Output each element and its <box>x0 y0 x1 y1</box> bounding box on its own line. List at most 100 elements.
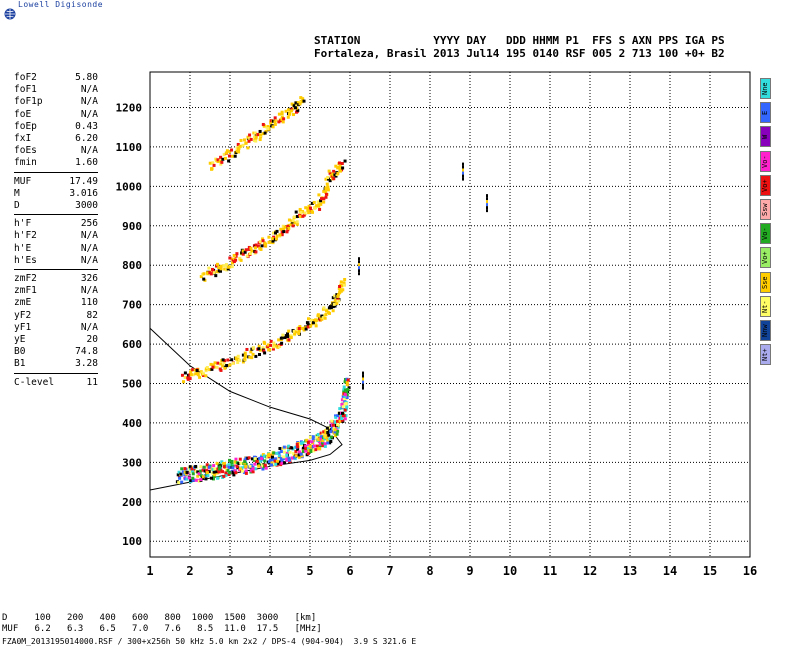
trace-point <box>241 360 245 364</box>
trace-point <box>216 476 220 480</box>
trace-point <box>292 329 296 333</box>
footer-distance-row: D 100 200 400 600 800 1000 1500 3000 [km… <box>2 613 317 623</box>
trace-point <box>205 463 209 467</box>
param-label: foF1 <box>14 84 37 96</box>
trace-point <box>273 120 277 124</box>
trace-point <box>358 263 360 267</box>
trace-point <box>325 435 329 439</box>
trace-point <box>188 465 192 469</box>
trace-point <box>322 314 326 318</box>
trace-point <box>333 420 337 424</box>
trace-point <box>342 397 346 401</box>
trace-point <box>312 438 316 442</box>
trace-point <box>192 467 196 471</box>
trace-point <box>226 468 230 472</box>
trace-point <box>236 142 240 146</box>
trace-point <box>321 444 325 448</box>
trace-point <box>337 411 341 415</box>
trace-point <box>254 135 258 139</box>
trace-point <box>336 419 340 423</box>
trace-point <box>462 165 464 169</box>
trace-point <box>180 467 184 471</box>
param-separator <box>14 269 98 270</box>
trace-point <box>342 414 346 418</box>
trace-point <box>326 185 330 189</box>
trace-point <box>285 457 289 461</box>
trace-point <box>320 435 324 439</box>
trace-point <box>340 161 344 165</box>
trace-point <box>336 294 340 298</box>
trace-point <box>266 453 270 457</box>
param-label: zmF1 <box>14 285 37 297</box>
trace-point <box>219 362 223 366</box>
trace-point <box>201 372 205 376</box>
trace-point <box>462 171 464 175</box>
trace-point <box>223 462 227 466</box>
param-value: 20 <box>86 334 98 345</box>
param-row: foE N/A <box>14 109 98 121</box>
trace-point <box>282 445 286 449</box>
trace-point <box>247 139 251 143</box>
trace-point <box>253 246 257 250</box>
trace-point <box>248 133 252 137</box>
trace-point <box>210 267 214 271</box>
trace-point <box>211 161 215 165</box>
trace-point <box>206 474 210 478</box>
trace-point <box>486 209 488 213</box>
trace-point <box>264 129 268 133</box>
trace-point <box>285 230 289 234</box>
trace-point <box>270 461 274 465</box>
x-tick-label: 16 <box>743 564 757 578</box>
trace-point <box>331 296 335 300</box>
trace-point <box>323 316 327 320</box>
trace-point <box>177 481 181 485</box>
trace-point <box>208 161 212 165</box>
trace-point <box>336 429 340 433</box>
trace-point <box>336 171 340 175</box>
trace-point <box>260 244 264 248</box>
trace-point <box>227 465 231 469</box>
trace-point <box>196 470 200 474</box>
trace-point <box>341 394 345 398</box>
trace-point <box>283 461 287 465</box>
trace-point <box>215 262 219 266</box>
param-value: 1.60 <box>75 157 98 169</box>
trace-point <box>271 237 275 241</box>
trace-point <box>315 444 319 448</box>
trace-point <box>233 469 237 473</box>
param-value: 6.20 <box>75 133 98 144</box>
trace-point <box>191 472 195 476</box>
trace-point <box>253 467 257 471</box>
trace-point <box>344 414 348 418</box>
trace-point <box>244 469 248 473</box>
trace-point <box>189 479 193 483</box>
trace-point <box>345 381 349 385</box>
trace-point <box>230 257 234 261</box>
param-value: 256 <box>80 218 98 230</box>
trace-point <box>241 469 245 473</box>
trace-point <box>221 364 225 368</box>
trace-point <box>271 119 275 123</box>
trace-point <box>314 204 318 208</box>
trace-point <box>234 457 238 461</box>
trace-point <box>246 146 250 150</box>
trace-point <box>189 469 193 473</box>
trace-point <box>362 386 364 390</box>
trace-point <box>269 240 273 244</box>
trace-point <box>217 468 221 472</box>
brand-name: Lowell Digisonde <box>18 0 104 9</box>
trace-point <box>333 304 337 308</box>
trace-point <box>211 467 215 471</box>
trace-point <box>195 369 199 373</box>
param-row: foEs N/A <box>14 145 98 157</box>
trace-point <box>180 373 184 377</box>
trace-point <box>324 186 328 190</box>
trace-point <box>272 345 276 349</box>
trace-point <box>209 272 213 276</box>
trace-point <box>189 373 193 377</box>
trace-point <box>243 351 247 355</box>
trace-point <box>297 455 301 459</box>
param-value: 17.49 <box>69 175 98 187</box>
param-row: zmF1 N/A <box>14 285 98 297</box>
